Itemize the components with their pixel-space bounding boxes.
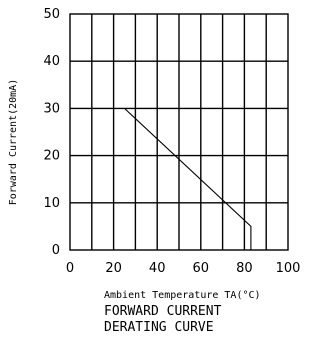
x-tick-label: 100 <box>276 261 301 276</box>
caption-line-2: DERATING CURVE <box>104 320 214 335</box>
y-tick-label: 30 <box>43 101 60 116</box>
y-tick-label: 50 <box>43 7 60 22</box>
series-group <box>124 107 252 250</box>
caption-line-1: FORWARD CURRENT <box>104 304 222 319</box>
x-tick-label: 40 <box>149 261 166 276</box>
y-axis-ticks: 0 10 20 30 40 50 <box>43 7 60 258</box>
grid <box>70 14 288 250</box>
x-tick-label: 20 <box>105 261 122 276</box>
y-tick-label: 0 <box>52 243 60 258</box>
x-tick-label: 60 <box>193 261 210 276</box>
x-tick-label: 80 <box>236 261 253 276</box>
y-tick-label: 40 <box>43 54 60 69</box>
y-tick-label: 10 <box>43 196 60 211</box>
x-axis-ticks: 0 20 40 60 80 100 <box>66 261 301 276</box>
y-tick-label: 20 <box>43 149 60 164</box>
plot-frame <box>69 13 289 251</box>
x-tick-label: 0 <box>66 261 74 276</box>
derating-curve <box>124 107 252 250</box>
x-axis-label: Ambient Temperature TA(°C) <box>104 290 261 301</box>
y-axis-label: Forward Current(20mA) <box>8 79 19 205</box>
